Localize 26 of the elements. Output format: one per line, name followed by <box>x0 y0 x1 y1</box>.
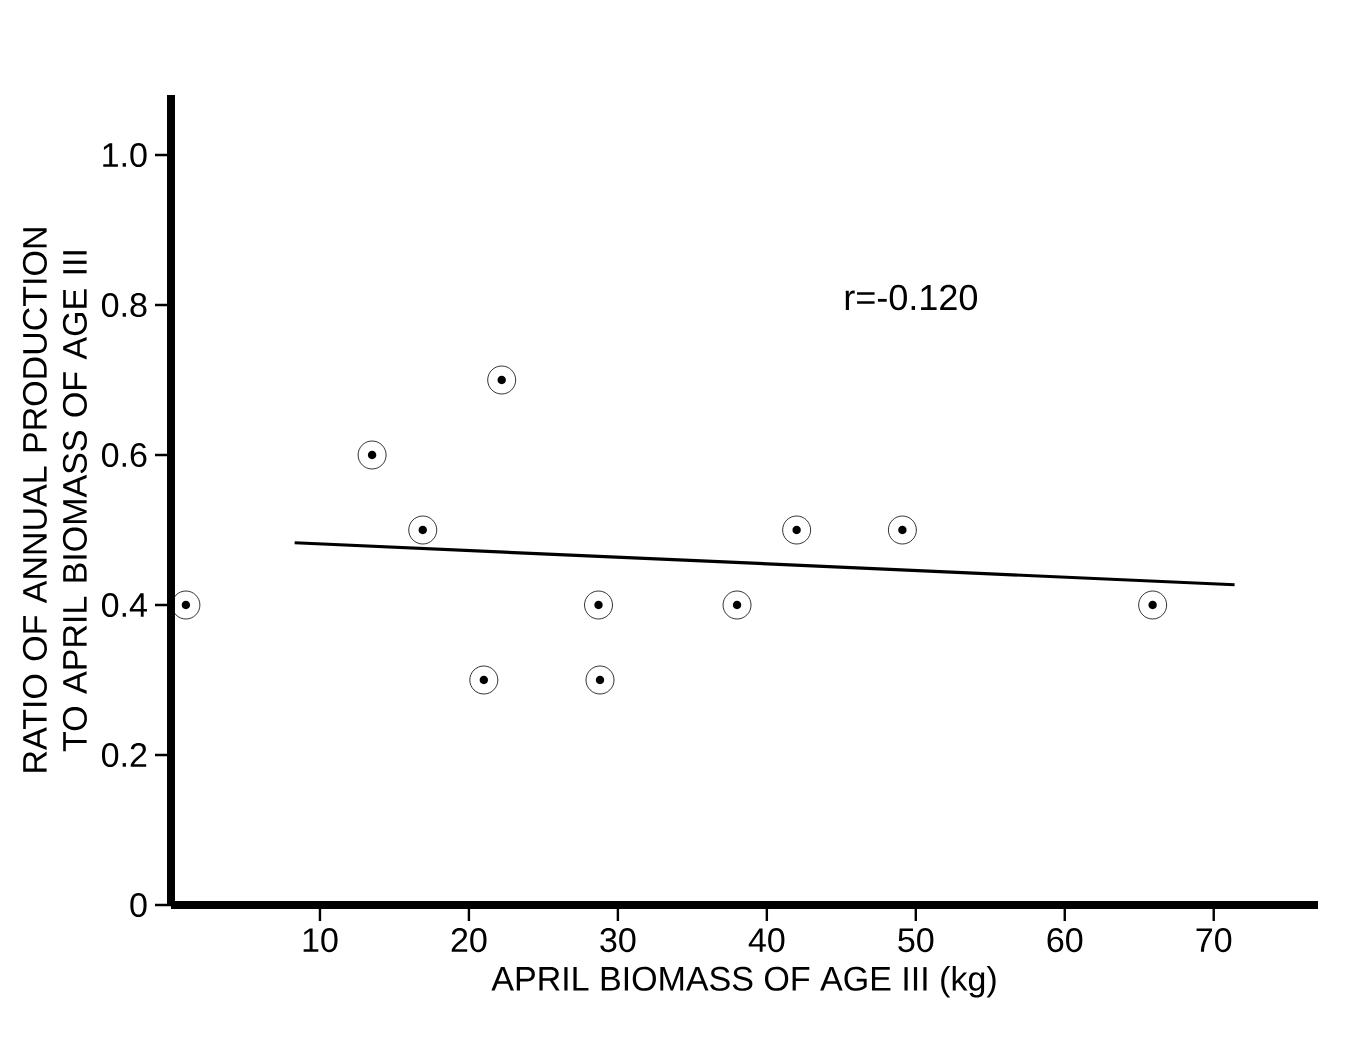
annotation: r=-0.120 <box>845 284 978 311</box>
point <box>469 665 499 695</box>
x-tick-label: 60 <box>1047 928 1083 953</box>
y-tick-label: 0.8 <box>101 292 147 318</box>
point <box>1138 590 1168 620</box>
x-axis-title: APRIL BIOMASS OF AGE III (kg) <box>491 965 996 998</box>
y-tick-label: 1.0 <box>103 142 147 168</box>
x-tick-label: 40 <box>748 928 785 953</box>
point <box>357 440 387 470</box>
x-tick-label: 10 <box>303 928 338 953</box>
point <box>722 590 752 620</box>
x-tick-label: 20 <box>451 928 487 953</box>
point <box>887 515 917 545</box>
y-axis-title: RATIO OF ANNUAL PRODUCTION TO APRIL BIOMASS OF AGE III <box>22 228 87 772</box>
point <box>487 365 517 395</box>
x-tick-label: 30 <box>600 928 636 953</box>
point <box>408 515 438 545</box>
x-tick-label: 70 <box>1196 928 1232 953</box>
point <box>585 665 615 695</box>
y-tick-label: 0 <box>130 892 147 918</box>
point <box>584 590 613 620</box>
x-tick-label: 50 <box>898 928 934 953</box>
point <box>782 515 812 545</box>
y-tick-label: 0.6 <box>101 442 147 468</box>
y-tick-label: 0.2 <box>101 742 147 768</box>
y-tick-label: 0.4 <box>101 592 147 618</box>
